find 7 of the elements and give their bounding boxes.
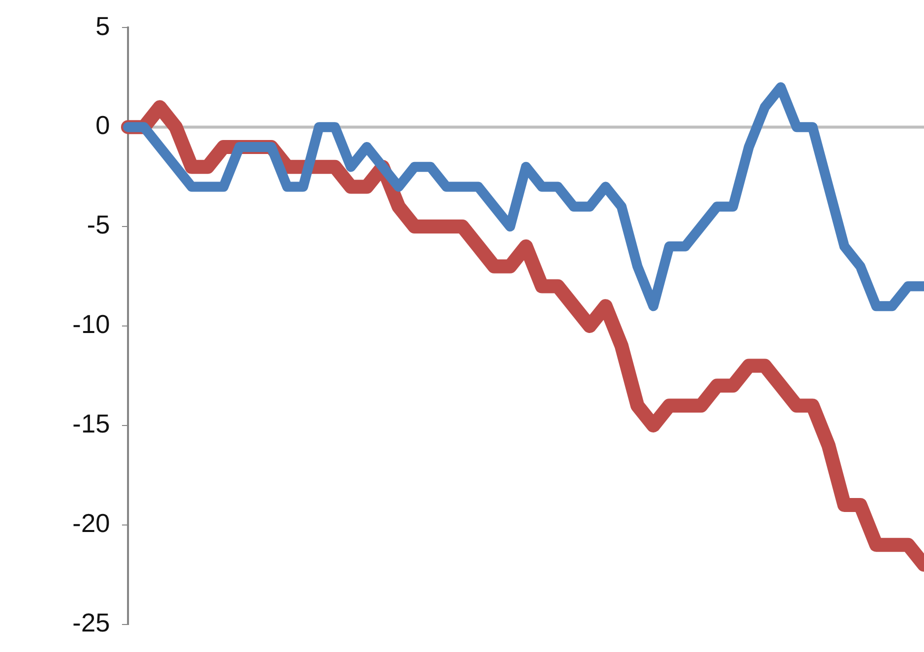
y-tick-label: 5 bbox=[96, 10, 110, 41]
y-tick-label: -10 bbox=[72, 309, 110, 340]
y-tick-label: -5 bbox=[86, 210, 110, 240]
y-tick-label: -25 bbox=[72, 608, 110, 638]
y-tick-label: -20 bbox=[72, 508, 110, 538]
y-tick-label: -15 bbox=[72, 408, 110, 439]
y-tick-label: 0 bbox=[96, 110, 110, 140]
